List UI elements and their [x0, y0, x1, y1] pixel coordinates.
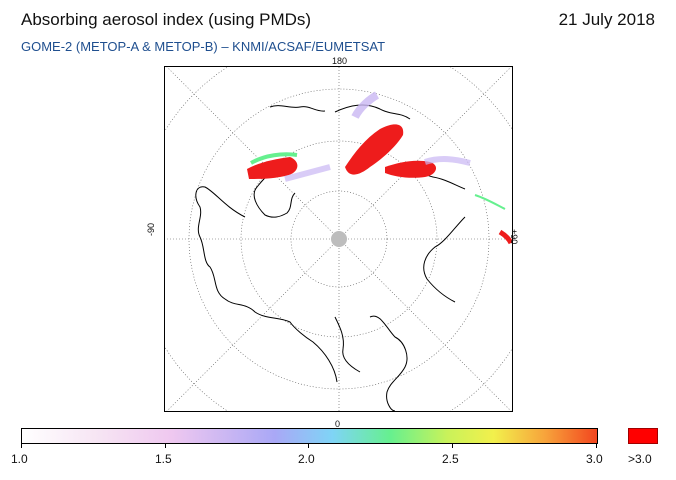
lon-label-right: +90 [509, 229, 519, 245]
plume-alaska-tail [284, 164, 331, 182]
colorbar-tick [21, 443, 22, 448]
meridian-45 [338, 238, 512, 411]
coast-canada [195, 186, 338, 383]
colorbar-label: 1.0 [11, 452, 28, 466]
plume-chukotka-north [351, 91, 380, 119]
map-subtitle: GOME-2 (METOP-A & METOP-B) – KNMI/ACSAF/… [21, 39, 386, 54]
map-title: Absorbing aerosol index (using PMDs) [21, 10, 312, 29]
lon-label-bottom: 0 [335, 419, 341, 429]
north-pole-mask [331, 231, 347, 247]
coast-alaska [269, 105, 326, 112]
meridian-m135 [166, 67, 340, 240]
colorbar-over-swatch [628, 428, 658, 444]
plume-east-green [474, 194, 506, 210]
colorbar-label: 2.0 [298, 452, 315, 466]
plume-siberia [385, 160, 437, 178]
colorbar [21, 428, 598, 444]
coastlines [195, 104, 466, 411]
meridian-135 [338, 67, 512, 240]
lat-circle-70 [240, 140, 438, 338]
coast-greenland-east [369, 315, 408, 411]
plume-alaska [247, 157, 298, 179]
plume-chukotka [345, 124, 404, 175]
polar-map [164, 66, 513, 412]
lon-label-top: 180 [332, 56, 348, 66]
coast-scandinavia [423, 216, 466, 303]
coast-greenland-west [334, 316, 361, 373]
colorbar-tick [165, 443, 166, 448]
plume-east-edge [498, 229, 512, 245]
colorbar-tick [452, 443, 453, 448]
meridian-m45 [166, 238, 340, 411]
coast-chukotka [334, 104, 411, 120]
colorbar-tick [308, 443, 309, 448]
colorbar-label: 1.5 [155, 452, 172, 466]
map-date: 21 July 2018 [558, 10, 655, 29]
graticule [165, 67, 512, 411]
colorbar-label: 2.5 [442, 452, 459, 466]
lon-label-left: -90 [146, 222, 156, 236]
colorbar-label: 3.0 [586, 452, 603, 466]
polar-map-svg [165, 67, 512, 411]
colorbar-over-label: >3.0 [628, 452, 652, 466]
aerosol-plumes [247, 91, 512, 245]
colorbar-tick [596, 443, 597, 448]
plume-siberia-tail [424, 156, 471, 166]
plume-alaska-edge [250, 152, 298, 165]
